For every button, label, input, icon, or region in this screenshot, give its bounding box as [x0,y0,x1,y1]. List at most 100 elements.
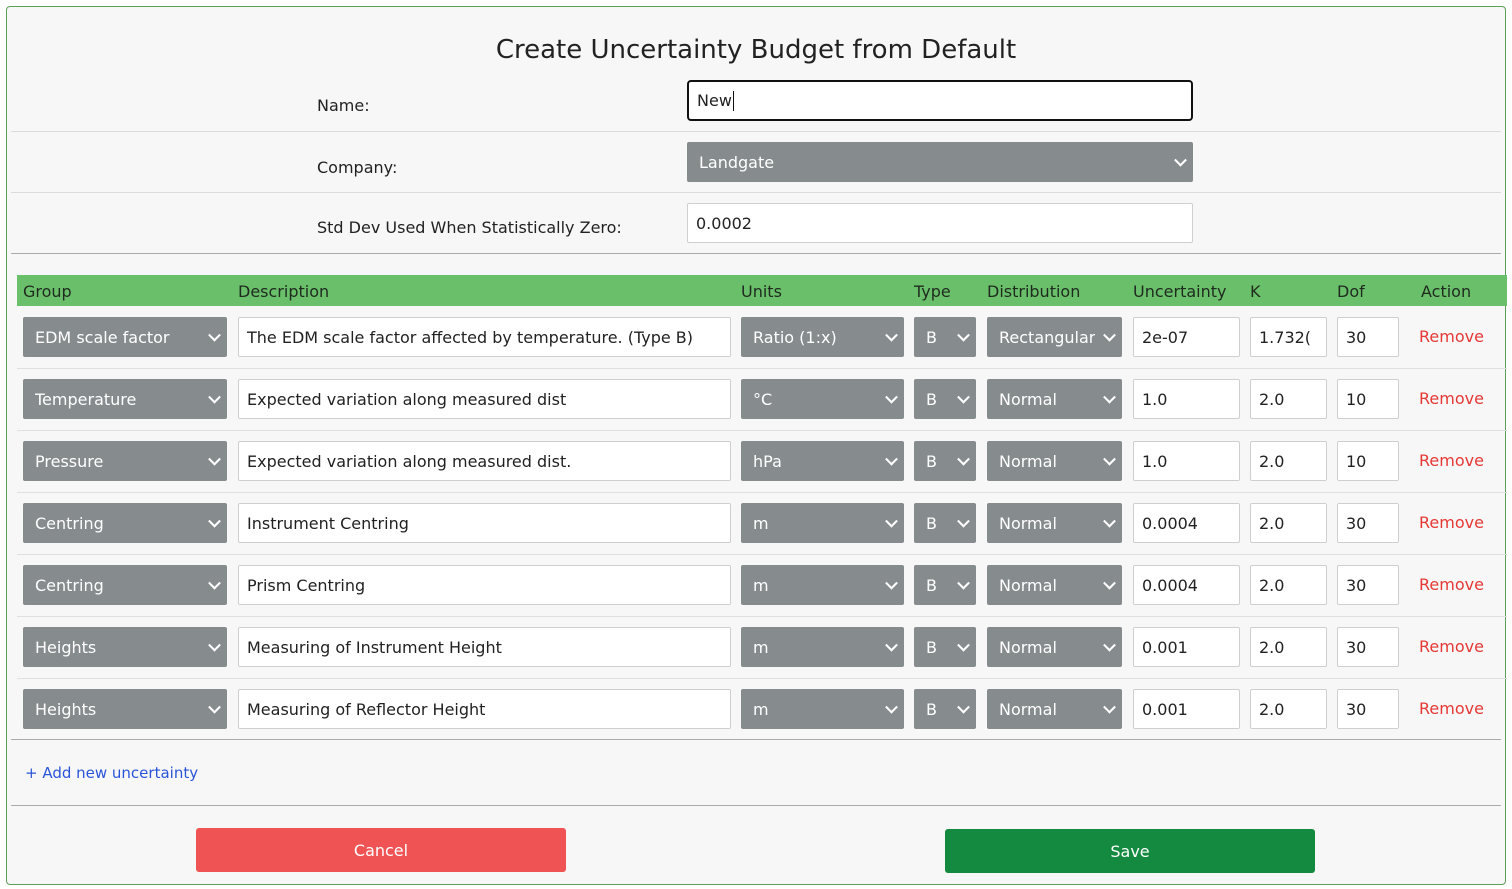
dof-input[interactable]: 10 [1337,379,1399,419]
group-select-control[interactable]: Pressure [23,441,227,481]
distribution-select[interactable]: Normal [987,565,1122,605]
k-input[interactable]: 2.0 [1250,441,1327,481]
type-select-control[interactable]: B [914,317,976,357]
units-select[interactable]: hPa [741,441,904,481]
distribution-select-control[interactable]: Normal [987,379,1122,419]
type-select[interactable]: B [914,441,976,481]
description-input-control[interactable]: The EDM scale factor affected by tempera… [238,317,731,357]
uncertainty-input[interactable]: 0.001 [1133,689,1240,729]
type-select-control[interactable]: B [914,627,976,667]
units-select[interactable]: m [741,503,904,543]
type-select-control[interactable]: B [914,441,976,481]
description-input[interactable]: Prism Centring [238,565,731,605]
description-input[interactable]: Expected variation along measured dist. [238,441,731,481]
distribution-select-control[interactable]: Normal [987,689,1122,729]
remove-button[interactable]: Remove [1419,637,1484,656]
description-input-control[interactable]: Measuring of Instrument Height [238,627,731,667]
description-input[interactable]: Measuring of Reflector Height [238,689,731,729]
cancel-button[interactable]: Cancel [196,828,566,872]
units-select-control[interactable]: m [741,689,904,729]
units-select-control[interactable]: °C [741,379,904,419]
type-select-control[interactable]: B [914,379,976,419]
distribution-select-control[interactable]: Normal [987,441,1122,481]
name-input[interactable]: New [687,80,1193,121]
company-select[interactable]: Landgate [687,142,1193,182]
units-select-control[interactable]: m [741,627,904,667]
k-input[interactable]: 2.0 [1250,627,1327,667]
distribution-select[interactable]: Rectangular [987,317,1122,357]
units-select-control[interactable]: Ratio (1:x) [741,317,904,357]
uncertainty-input-control[interactable]: 0.0004 [1133,565,1240,605]
uncertainty-input[interactable]: 2e-07 [1133,317,1240,357]
uncertainty-input[interactable]: 1.0 [1133,441,1240,481]
description-input-control[interactable]: Expected variation along measured dist [238,379,731,419]
distribution-select[interactable]: Normal [987,441,1122,481]
uncertainty-input[interactable]: 0.0004 [1133,565,1240,605]
group-select[interactable]: Centring [23,503,227,543]
distribution-select-control[interactable]: Normal [987,565,1122,605]
add-uncertainty-link[interactable]: + Add new uncertainty [25,764,199,782]
units-select-control[interactable]: hPa [741,441,904,481]
save-button[interactable]: Save [945,829,1315,873]
units-select[interactable]: m [741,565,904,605]
uncertainty-input-control[interactable]: 0.001 [1133,689,1240,729]
units-select[interactable]: Ratio (1:x) [741,317,904,357]
k-input-control[interactable]: 2.0 [1250,627,1327,667]
dof-input-control[interactable]: 30 [1337,565,1399,605]
distribution-select[interactable]: Normal [987,689,1122,729]
group-select-control[interactable]: EDM scale factor [23,317,227,357]
k-input[interactable]: 2.0 [1250,689,1327,729]
k-input[interactable]: 2.0 [1250,379,1327,419]
type-select-control[interactable]: B [914,503,976,543]
description-input-control[interactable]: Prism Centring [238,565,731,605]
stddev-input-wrap[interactable]: 0.0002 [687,203,1193,243]
remove-button[interactable]: Remove [1419,575,1484,594]
group-select-control[interactable]: Centring [23,565,227,605]
units-select[interactable]: m [741,689,904,729]
uncertainty-input-control[interactable]: 1.0 [1133,441,1240,481]
type-select[interactable]: B [914,317,976,357]
distribution-select[interactable]: Normal [987,627,1122,667]
remove-button[interactable]: Remove [1419,451,1484,470]
k-input[interactable]: 2.0 [1250,565,1327,605]
type-select[interactable]: B [914,565,976,605]
uncertainty-input-control[interactable]: 1.0 [1133,379,1240,419]
stddev-input[interactable]: 0.0002 [687,203,1193,243]
distribution-select[interactable]: Normal [987,379,1122,419]
uncertainty-input-control[interactable]: 2e-07 [1133,317,1240,357]
type-select[interactable]: B [914,627,976,667]
distribution-select-control[interactable]: Normal [987,627,1122,667]
description-input[interactable]: Expected variation along measured dist [238,379,731,419]
group-select-control[interactable]: Centring [23,503,227,543]
type-select[interactable]: B [914,379,976,419]
k-input-control[interactable]: 2.0 [1250,565,1327,605]
k-input-control[interactable]: 1.732( [1250,317,1327,357]
uncertainty-input[interactable]: 0.0004 [1133,503,1240,543]
group-select-control[interactable]: Heights [23,627,227,667]
units-select[interactable]: °C [741,379,904,419]
distribution-select-control[interactable]: Rectangular [987,317,1122,357]
dof-input-control[interactable]: 30 [1337,689,1399,729]
description-input-control[interactable]: Expected variation along measured dist. [238,441,731,481]
group-select-control[interactable]: Heights [23,689,227,729]
group-select[interactable]: Heights [23,689,227,729]
name-input-wrap[interactable]: New [687,80,1193,121]
uncertainty-input[interactable]: 1.0 [1133,379,1240,419]
uncertainty-input-control[interactable]: 0.0004 [1133,503,1240,543]
k-input-control[interactable]: 2.0 [1250,441,1327,481]
group-select[interactable]: EDM scale factor [23,317,227,357]
dof-input[interactable]: 30 [1337,317,1399,357]
remove-button[interactable]: Remove [1419,699,1484,718]
uncertainty-input-control[interactable]: 0.001 [1133,627,1240,667]
dof-input[interactable]: 30 [1337,689,1399,729]
k-input-control[interactable]: 2.0 [1250,503,1327,543]
dof-input[interactable]: 10 [1337,441,1399,481]
group-select-control[interactable]: Temperature [23,379,227,419]
type-select-control[interactable]: B [914,689,976,729]
group-select[interactable]: Centring [23,565,227,605]
k-input[interactable]: 1.732( [1250,317,1327,357]
k-input[interactable]: 2.0 [1250,503,1327,543]
type-select-control[interactable]: B [914,565,976,605]
description-input-control[interactable]: Measuring of Reflector Height [238,689,731,729]
remove-button[interactable]: Remove [1419,513,1484,532]
